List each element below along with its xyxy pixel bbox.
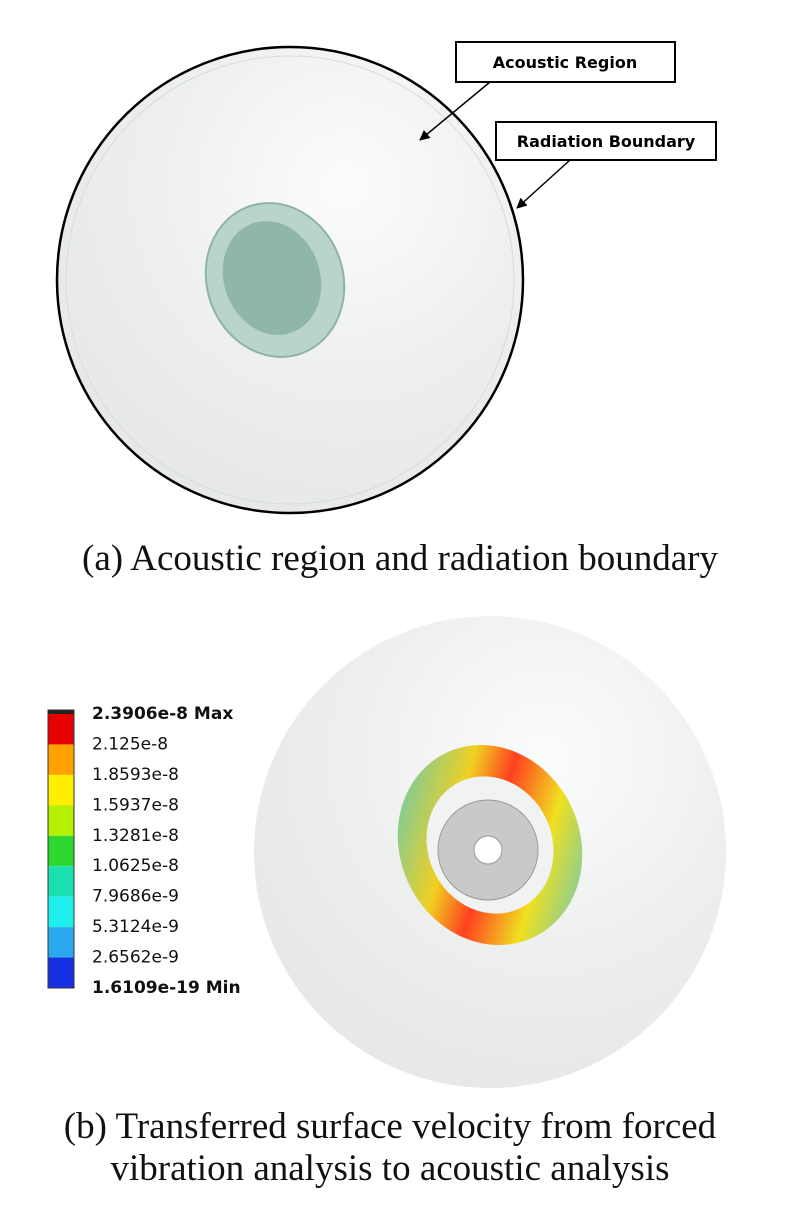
legend-cap	[48, 710, 74, 714]
callout-box	[455, 41, 676, 83]
legend-swatch	[48, 744, 74, 775]
motor-core	[222, 221, 322, 335]
legend-swatch	[48, 866, 74, 897]
legend-swatch	[48, 835, 74, 867]
shaft	[473, 835, 503, 865]
callout-box	[495, 121, 717, 161]
legend-label: 1.6109e-19 Min	[92, 978, 241, 998]
caption: (a) Acoustic region and radiation bounda…	[82, 538, 718, 579]
legend-swatch	[48, 957, 74, 988]
legend-swatch	[48, 896, 74, 928]
callout-arrow	[419, 81, 491, 141]
legend-label: 7.9686e-9	[92, 887, 179, 907]
caption-line: vibration analysis to acoustic analysis	[111, 1148, 670, 1189]
legend-swatch	[48, 927, 74, 958]
legend-label: 2.125e-8	[92, 734, 168, 754]
sphere-rim	[65, 55, 515, 505]
caption-line: (b) Transferred surface velocity from fo…	[64, 1106, 717, 1147]
legend: 2.3906e-8 Max 2.125e-8 1.8593e-8 1.5937e-8 1…	[47, 704, 241, 998]
legend-label: 1.8593e-8	[92, 765, 179, 785]
legend-label: 5.3124e-9	[92, 917, 179, 937]
legend-swatch	[48, 805, 74, 836]
callout-label: Acoustic Region	[493, 53, 637, 72]
legend-swatch	[48, 714, 74, 745]
legend-label: 1.3281e-8	[92, 826, 179, 846]
legend-swatch	[48, 774, 74, 806]
callout-arrow	[516, 159, 571, 209]
legend-label: 1.5937e-8	[92, 795, 179, 815]
legend-label: 2.6562e-9	[92, 948, 179, 968]
legend-label: 1.0625e-8	[92, 856, 179, 876]
legend-frame	[47, 709, 75, 989]
legend-label: 2.3906e-8 Max	[92, 704, 233, 724]
callout-label: Radiation Boundary	[517, 132, 696, 151]
